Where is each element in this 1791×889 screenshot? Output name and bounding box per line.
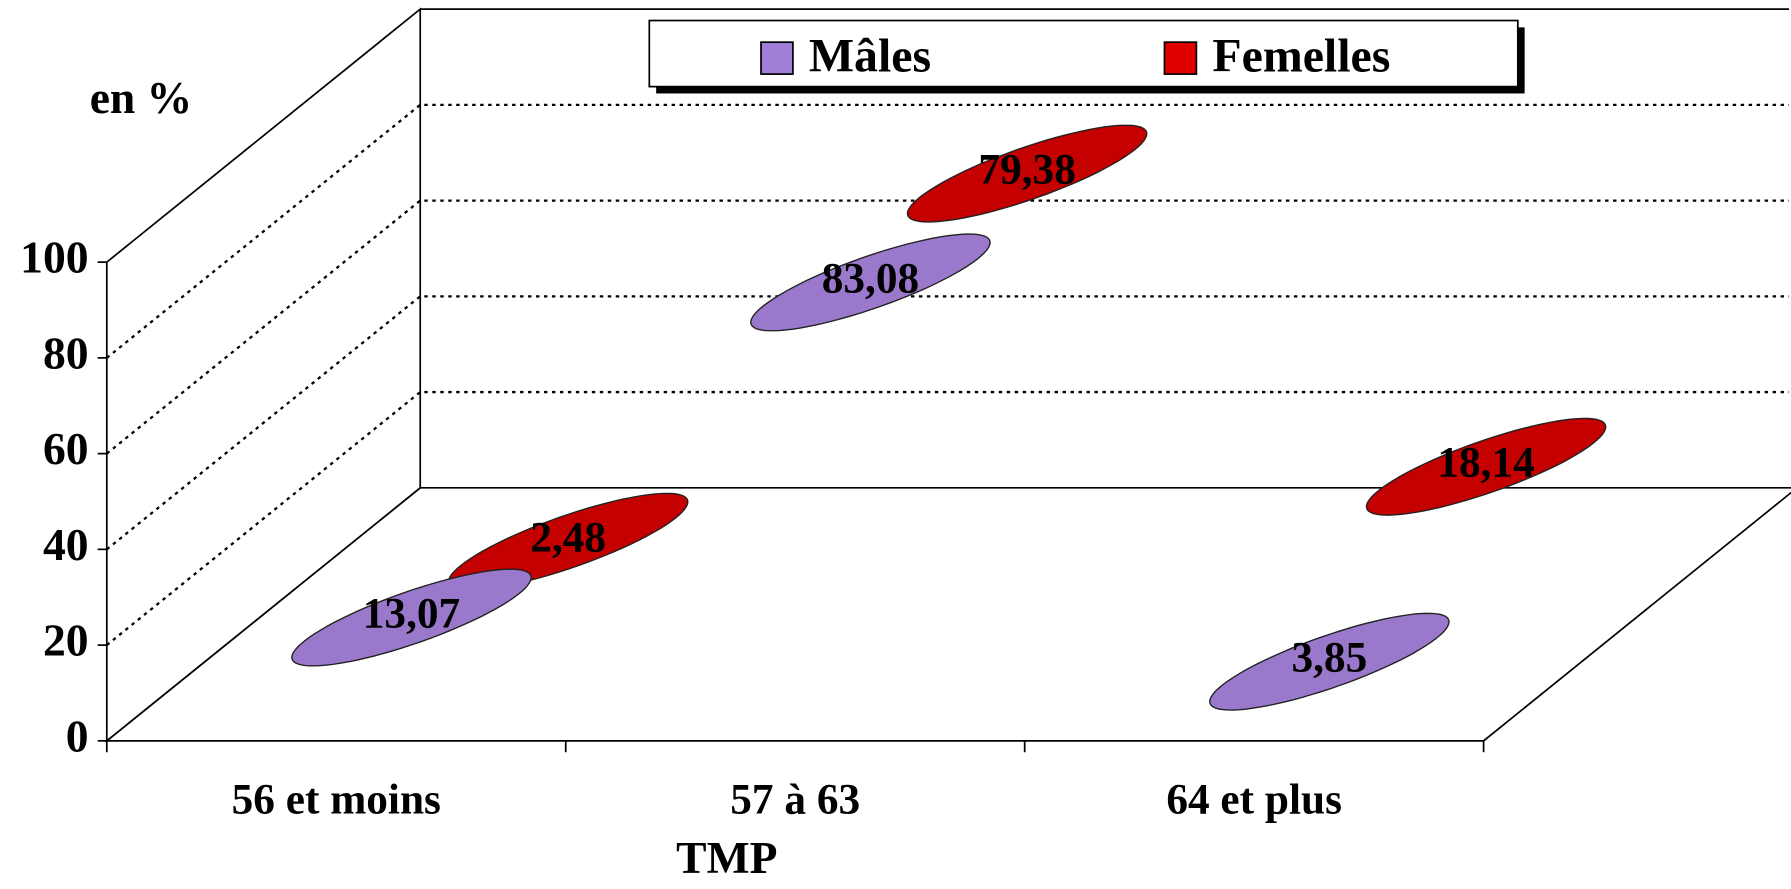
legend-swatch [760, 41, 794, 75]
cylinder: 18,14 [1365, 417, 1607, 516]
y-tick-label: 60 [43, 423, 89, 474]
cylinder-top [1209, 612, 1450, 711]
value-label: 18,14 [1437, 439, 1534, 487]
cylinder: 13,07 [291, 568, 532, 667]
y-tick-label: 20 [43, 615, 89, 666]
y-tick-label: 100 [20, 232, 88, 283]
value-label: 83,08 [822, 254, 919, 302]
value-label: 3,85 [1291, 634, 1367, 682]
x-axis-label: TMP [676, 832, 777, 883]
cylinder: 79,38 [906, 124, 1148, 223]
y-tick-label: 80 [43, 327, 89, 378]
cylinder-top [291, 568, 532, 667]
cylinder-top [906, 124, 1148, 223]
cylinder: 2,48 [448, 493, 689, 591]
x-tick-label: 57 à 63 [730, 775, 860, 823]
value-label: 2,48 [530, 514, 606, 562]
legend [648, 19, 1519, 88]
cylinder: 83,08 [750, 233, 991, 332]
x-tick-label: 64 et plus [1166, 775, 1342, 823]
legend-label: Mâles [809, 29, 931, 82]
value-label: 79,38 [978, 146, 1075, 194]
x-tick-label: 56 et moins [232, 775, 441, 823]
y-axis-label: en % [90, 72, 193, 123]
y-tick-label: 40 [43, 519, 89, 570]
cylinder: 3,85 [1209, 612, 1450, 711]
y-tick-label: 0 [66, 710, 89, 761]
legend-label: Femelles [1212, 29, 1390, 82]
cylinder-top [750, 233, 991, 332]
legend-swatch [1163, 41, 1198, 75]
value-label: 13,07 [363, 589, 460, 637]
cylinder-top [1365, 417, 1607, 516]
